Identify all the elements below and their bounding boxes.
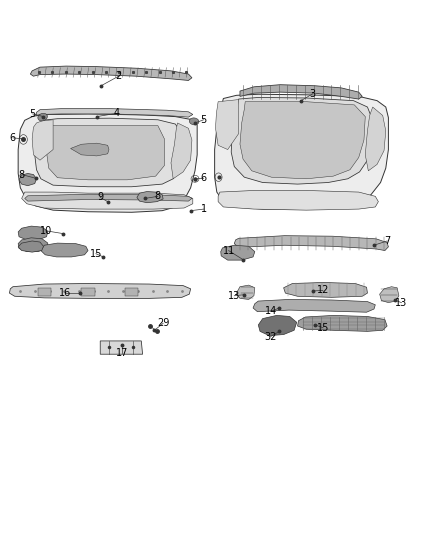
Text: 14: 14 xyxy=(265,306,278,316)
Polygon shape xyxy=(36,109,193,117)
Polygon shape xyxy=(32,120,53,160)
Polygon shape xyxy=(71,143,109,156)
Polygon shape xyxy=(234,236,389,251)
Polygon shape xyxy=(215,100,239,150)
Polygon shape xyxy=(240,85,362,99)
Text: 13: 13 xyxy=(228,290,240,301)
Polygon shape xyxy=(18,238,48,252)
Text: 32: 32 xyxy=(264,332,277,342)
Text: 10: 10 xyxy=(40,226,53,236)
Polygon shape xyxy=(237,285,255,300)
Text: 1: 1 xyxy=(201,204,207,214)
Text: 3: 3 xyxy=(310,88,316,99)
Polygon shape xyxy=(100,341,143,354)
Text: 11: 11 xyxy=(223,246,235,255)
Polygon shape xyxy=(297,316,387,332)
Text: 17: 17 xyxy=(116,348,128,358)
Polygon shape xyxy=(258,316,297,336)
Text: 7: 7 xyxy=(384,236,390,246)
Polygon shape xyxy=(19,173,36,185)
Text: 6: 6 xyxy=(201,173,207,183)
Text: 8: 8 xyxy=(18,169,25,180)
Polygon shape xyxy=(380,287,399,303)
Text: 12: 12 xyxy=(317,286,329,295)
Bar xyxy=(38,288,51,296)
Polygon shape xyxy=(171,123,192,179)
Ellipse shape xyxy=(38,114,47,121)
Text: 9: 9 xyxy=(97,192,103,203)
Text: 29: 29 xyxy=(157,318,170,328)
Text: 5: 5 xyxy=(201,115,207,125)
Ellipse shape xyxy=(189,118,199,125)
Polygon shape xyxy=(18,226,48,240)
Text: 8: 8 xyxy=(155,191,161,201)
Polygon shape xyxy=(18,114,197,212)
Text: 13: 13 xyxy=(396,297,408,308)
Polygon shape xyxy=(18,241,43,252)
Polygon shape xyxy=(240,102,365,179)
Bar xyxy=(125,288,138,296)
Text: 15: 15 xyxy=(90,249,102,259)
Text: 15: 15 xyxy=(317,322,329,333)
Polygon shape xyxy=(284,282,367,297)
Bar xyxy=(81,288,95,296)
Polygon shape xyxy=(218,190,378,210)
Polygon shape xyxy=(365,107,386,171)
Polygon shape xyxy=(46,126,164,180)
Polygon shape xyxy=(30,66,192,80)
Polygon shape xyxy=(41,243,88,257)
Text: 2: 2 xyxy=(116,71,122,81)
Text: 4: 4 xyxy=(113,108,120,118)
Polygon shape xyxy=(25,194,192,201)
Polygon shape xyxy=(10,284,191,298)
Polygon shape xyxy=(221,245,255,260)
Text: 6: 6 xyxy=(10,133,16,143)
Polygon shape xyxy=(21,192,193,209)
Text: 16: 16 xyxy=(59,288,71,298)
Text: 5: 5 xyxy=(29,109,35,119)
Polygon shape xyxy=(215,94,389,209)
Polygon shape xyxy=(231,98,373,184)
Polygon shape xyxy=(137,191,163,203)
Polygon shape xyxy=(253,300,375,312)
Polygon shape xyxy=(35,118,182,187)
